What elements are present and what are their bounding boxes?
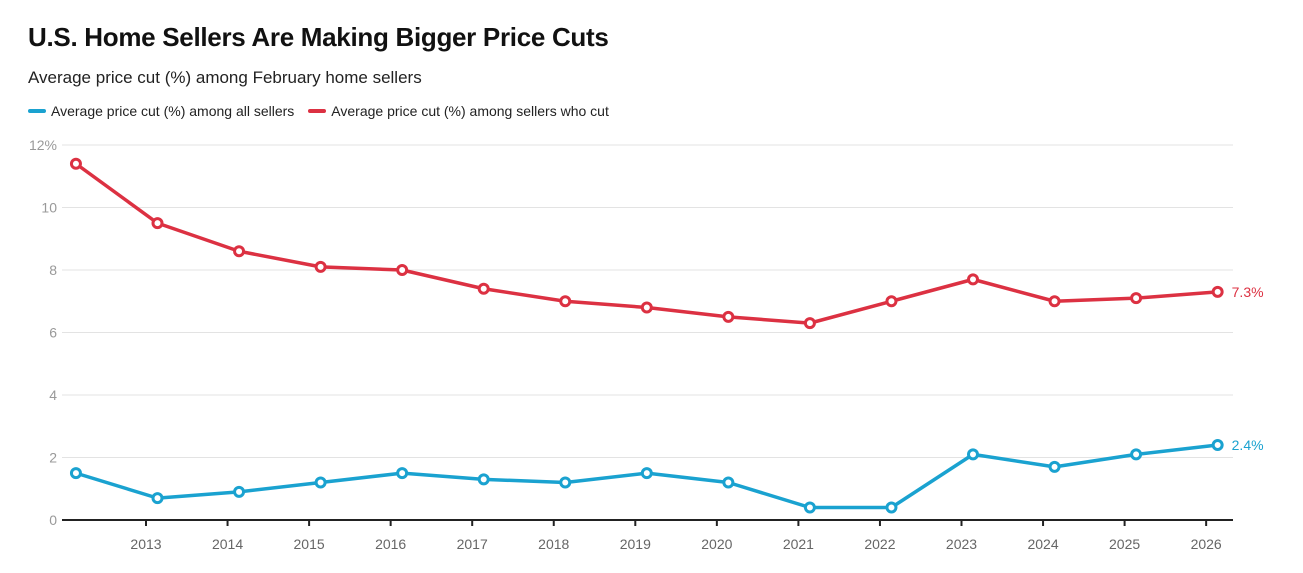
data-point — [1048, 460, 1061, 473]
data-point — [885, 295, 898, 308]
data-point — [151, 492, 164, 505]
data-point — [69, 157, 82, 170]
data-point — [1048, 295, 1061, 308]
data-point — [640, 301, 653, 314]
x-tick-label: 2016 — [375, 536, 406, 552]
x-tick-label: 2025 — [1109, 536, 1140, 552]
x-tick-label: 2026 — [1191, 536, 1222, 552]
data-point — [314, 260, 327, 273]
data-point — [233, 485, 246, 498]
legend: Average price cut (%) among all sellers … — [28, 103, 609, 119]
data-point — [803, 317, 816, 330]
x-tick-label: 2015 — [294, 536, 325, 552]
legend-label: Average price cut (%) among all sellers — [51, 103, 295, 119]
data-point — [967, 448, 979, 461]
y-tick-label: 10 — [41, 200, 57, 216]
legend-item-sellers-who-cut: Average price cut (%) among sellers who … — [308, 103, 609, 119]
y-tick-label: 2 — [49, 450, 57, 466]
y-tick-label: 6 — [49, 325, 57, 341]
data-point — [1211, 285, 1224, 298]
data-point — [1130, 448, 1143, 461]
x-tick-label: 2019 — [620, 536, 651, 552]
end-value-label: 7.3% — [1232, 284, 1264, 300]
legend-swatch — [28, 109, 46, 113]
x-tick-label: 2022 — [864, 536, 895, 552]
data-point — [1130, 292, 1143, 305]
x-tick-label: 2024 — [1027, 536, 1058, 552]
y-tick-label: 8 — [49, 262, 57, 278]
legend-label: Average price cut (%) among sellers who … — [331, 103, 609, 119]
end-value-label: 2.4% — [1232, 437, 1264, 453]
x-tick-label: 2013 — [130, 536, 161, 552]
y-tick-label: 12% — [29, 137, 57, 153]
x-tick-label: 2021 — [783, 536, 814, 552]
data-point — [233, 245, 246, 258]
chart-title: U.S. Home Sellers Are Making Bigger Pric… — [28, 22, 609, 52]
legend-swatch — [308, 109, 327, 113]
x-tick-label: 2023 — [946, 536, 977, 552]
x-tick-label: 2018 — [538, 536, 569, 552]
data-point — [477, 473, 490, 486]
data-point — [559, 295, 572, 308]
data-point — [477, 282, 490, 295]
data-point — [396, 467, 409, 480]
data-point — [1211, 439, 1224, 451]
data-point — [967, 273, 979, 286]
legend-item-all-sellers: Average price cut (%) among all sellers — [28, 103, 294, 119]
data-point — [559, 476, 572, 489]
data-point — [396, 264, 409, 276]
y-tick-label: 0 — [49, 512, 57, 528]
data-point — [803, 501, 816, 514]
y-tick-label: 4 — [49, 387, 57, 403]
x-tick-label: 2017 — [457, 536, 488, 552]
x-tick-label: 2020 — [701, 536, 732, 552]
data-point — [69, 467, 82, 480]
data-point — [151, 217, 164, 230]
data-point — [722, 310, 735, 323]
x-tick-label: 2014 — [212, 536, 243, 552]
data-point — [722, 476, 735, 489]
data-point — [640, 467, 653, 480]
data-point — [885, 501, 898, 514]
chart-subtitle: Average price cut (%) among February hom… — [28, 68, 422, 87]
data-point — [314, 476, 327, 489]
series-line — [74, 162, 1218, 325]
